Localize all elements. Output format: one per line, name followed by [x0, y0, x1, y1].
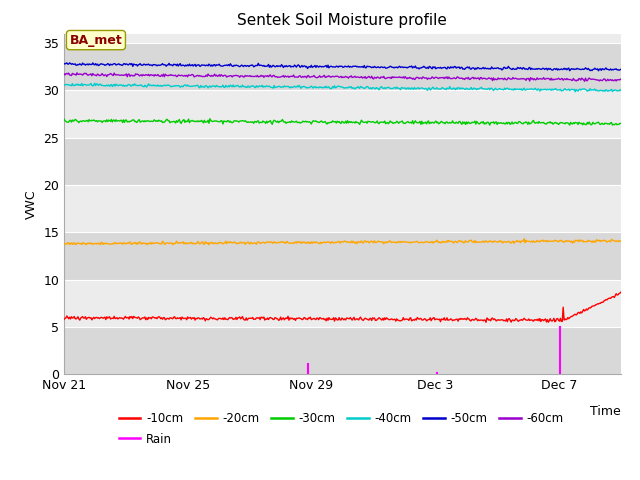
Legend: Rain: Rain [115, 428, 177, 450]
Bar [64, 327, 621, 374]
Bar [64, 185, 621, 232]
Y-axis label: VWC: VWC [25, 189, 38, 219]
Bar [64, 280, 621, 327]
Bar [64, 138, 621, 185]
Bar [64, 90, 621, 138]
Bar [64, 43, 621, 90]
Bar [64, 232, 621, 280]
Text: Time: Time [590, 405, 621, 418]
Text: BA_met: BA_met [70, 34, 122, 47]
Title: Sentek Soil Moisture profile: Sentek Soil Moisture profile [237, 13, 447, 28]
